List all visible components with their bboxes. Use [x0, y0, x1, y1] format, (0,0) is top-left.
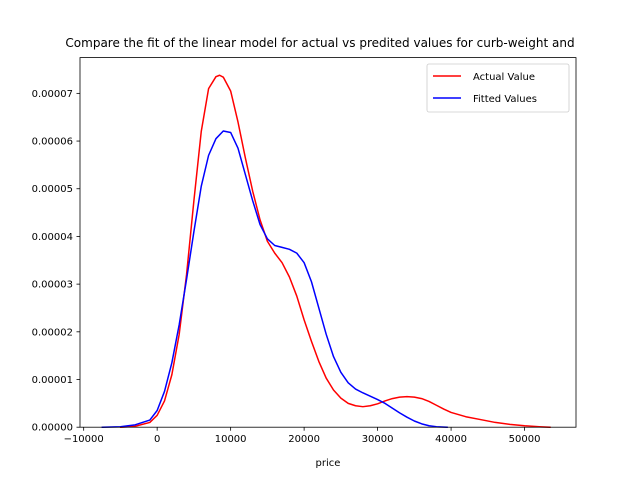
- series-line-fitted-values: [101, 130, 449, 428]
- series-line-actual-value: [119, 74, 552, 428]
- legend-label: Fitted Values: [473, 94, 537, 105]
- chart-title: Compare the fit of the linear model for …: [65, 36, 574, 50]
- x-axis-ticks: −10000 0 10000 20000 30000 40000 50000: [64, 427, 541, 445]
- y-tick-label: 0.00006: [32, 137, 73, 148]
- x-axis-label: price: [316, 458, 341, 469]
- x-tick-label: 20000: [288, 434, 320, 445]
- y-tick-label: 0.00001: [32, 375, 73, 386]
- y-tick-label: 0.00005: [32, 184, 73, 195]
- y-tick-label: 0.00004: [32, 232, 73, 243]
- series-layer: [101, 74, 552, 428]
- x-tick-label: 0: [154, 434, 160, 445]
- legend-box: [426, 63, 570, 113]
- y-tick-label: 0.00007: [32, 89, 73, 100]
- legend-label: Actual Value: [473, 72, 535, 83]
- y-tick-label: 0.00003: [32, 280, 73, 291]
- y-axis-ticks: 0.00000 0.00001 0.00002 0.00003 0.00004 0.000…: [32, 89, 80, 434]
- x-tick-label: 10000: [215, 434, 247, 445]
- y-tick-label: 0.00002: [32, 327, 73, 338]
- x-tick-label: 30000: [362, 434, 394, 445]
- x-tick-label: −10000: [64, 434, 104, 445]
- x-tick-label: 40000: [435, 434, 467, 445]
- x-tick-label: 50000: [509, 434, 541, 445]
- plot-frame: [79, 57, 577, 428]
- legend: Actual Value Fitted Values: [426, 63, 570, 113]
- y-tick-label: 0.00000: [32, 423, 73, 434]
